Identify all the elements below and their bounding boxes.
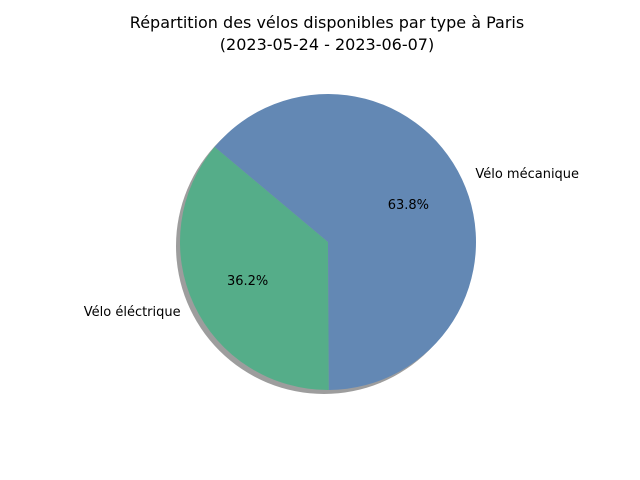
chart-title-line-1: Répartition des vélos disponibles par ty…: [130, 13, 524, 32]
pie-pct-label-velo-mecanique: 63.8%: [388, 198, 429, 213]
pie-slice-velo-mecanique: [214, 93, 476, 390]
pie-labels: 36.2% Vélo éléctrique 63.8% Vélo mécanique: [84, 167, 579, 320]
chart-title-line-2: (2023-05-24 - 2023-06-07): [220, 35, 434, 54]
pie-slice-velo-electrique: [180, 146, 329, 390]
pie-category-label-velo-electrique: Vélo éléctrique: [84, 305, 181, 320]
pie-category-label-velo-mecanique: Vélo mécanique: [475, 167, 579, 182]
pie-slices: [180, 93, 476, 390]
pie-pct-label-velo-electrique: 36.2%: [227, 274, 268, 289]
